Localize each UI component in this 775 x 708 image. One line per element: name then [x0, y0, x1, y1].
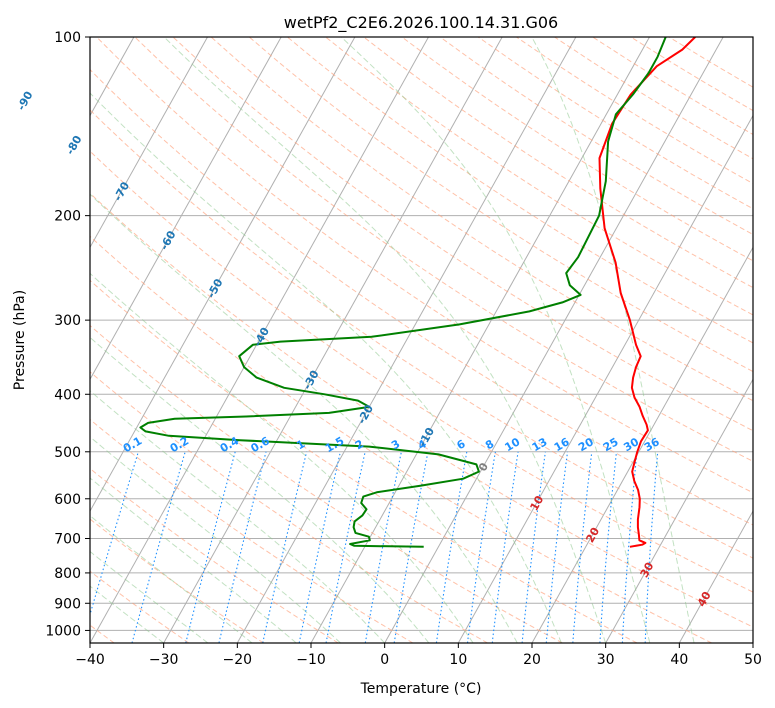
- temperature-profile-line: [598, 37, 696, 548]
- y-tick-label: 100: [54, 30, 81, 46]
- isotherm-line: [531, 246, 753, 643]
- x-axis: −40 −30 −20 −10 0 10 20 30 40 50: [75, 643, 762, 668]
- moist-adiabat-line: [90, 477, 297, 643]
- isotherm-line: [236, 37, 577, 643]
- dry-adiabat-line: [90, 570, 190, 643]
- mixing-ratio-line: [621, 451, 638, 643]
- data-series: [139, 37, 696, 548]
- dry-adiabat-line: [90, 418, 414, 643]
- x-tick-label: −30: [149, 652, 179, 668]
- moist-adiabat-line: [90, 336, 430, 643]
- x-tick-label: 10: [449, 652, 467, 668]
- x-tick-label: −20: [223, 652, 253, 668]
- isotherm-line: [605, 378, 753, 643]
- moist-adiabat-line: [90, 390, 386, 643]
- mixing-ratio-line: [599, 451, 618, 643]
- mixing-ratio-line: [131, 451, 186, 643]
- dry-adiabat-line: [90, 371, 488, 643]
- y-tick-label: 700: [54, 532, 81, 548]
- mixing-ratio-line: [644, 451, 659, 643]
- dry-adiabat-line: [90, 518, 264, 643]
- x-tick-label: 30: [597, 652, 615, 668]
- mixing-ratio-line: [218, 451, 267, 643]
- moist-adiabat-line: [90, 193, 518, 643]
- mixing-ratio-line: [521, 451, 546, 643]
- y-tick-label: 300: [54, 313, 81, 329]
- x-tick-label: −40: [75, 652, 105, 668]
- isotherm-line: [90, 37, 208, 249]
- dry-adiabat-line: [172, 37, 753, 432]
- moist-adiabat-line: [90, 515, 253, 643]
- mixing-ratio-line: [298, 451, 341, 643]
- mixing-ratio-line: [262, 451, 308, 643]
- isotherm-line: [310, 37, 650, 643]
- isotherm-line: [384, 37, 724, 643]
- y-tick-label: 900: [54, 596, 81, 612]
- dry-adiabat-line: [363, 37, 753, 289]
- plot-frame: [89, 36, 754, 644]
- mixing-ratio-line: [545, 451, 569, 643]
- dry-adiabat-line: [90, 109, 753, 559]
- moist-adiabat-line: [90, 272, 474, 643]
- moist-adiabat-line: [163, 37, 607, 643]
- dry-adiabat-line: [90, 68, 753, 526]
- x-tick-label: 40: [670, 652, 688, 668]
- y-tick-label: 400: [54, 387, 81, 403]
- mixing-ratio-line: [572, 451, 593, 643]
- isotherm-line: [90, 37, 282, 381]
- y-tick-label: 1000: [45, 623, 81, 639]
- isotherm-line: [90, 37, 429, 643]
- dry-adiabat-line: [210, 37, 753, 402]
- isotherm-line: [678, 510, 753, 643]
- dry-adiabat-line: [90, 467, 339, 643]
- chart-title: wetPf2_C2E6.2026.100.14.31.G06: [284, 13, 558, 33]
- y-tick-label: 800: [54, 566, 81, 582]
- y-tick-label: 500: [54, 445, 81, 461]
- x-axis-title: Temperature (°C): [360, 681, 482, 697]
- dewpoint-profile-line: [139, 37, 667, 548]
- moist-adiabat-line: [340, 37, 651, 643]
- dry-adiabat-line: [90, 235, 712, 643]
- mixing-ratio-line: [90, 451, 139, 617]
- dry-adiabat-line: [90, 192, 753, 628]
- mixing-ratio-line: [185, 451, 236, 643]
- mixing-ratio-line: [466, 451, 496, 643]
- y-axis: 100 200 300 400 500 600 700 800 900 1000: [45, 30, 90, 639]
- y-axis-title: Pressure (hPa): [12, 290, 28, 390]
- x-tick-label: 20: [523, 652, 541, 668]
- x-tick-label: 50: [744, 652, 762, 668]
- x-tick-label: −10: [296, 652, 326, 668]
- dry-adiabat-line: [248, 37, 753, 373]
- isotherm-line: [90, 37, 356, 513]
- y-tick-label: 200: [54, 209, 81, 225]
- x-tick-label: 0: [380, 652, 389, 668]
- dry-adiabat-line: [90, 279, 638, 643]
- mixing-ratio-line: [491, 451, 519, 643]
- background-lines: [90, 37, 753, 643]
- moist-adiabat-line: [90, 436, 341, 643]
- moist-adiabat-line: [90, 92, 562, 643]
- y-tick-label: 600: [54, 492, 81, 508]
